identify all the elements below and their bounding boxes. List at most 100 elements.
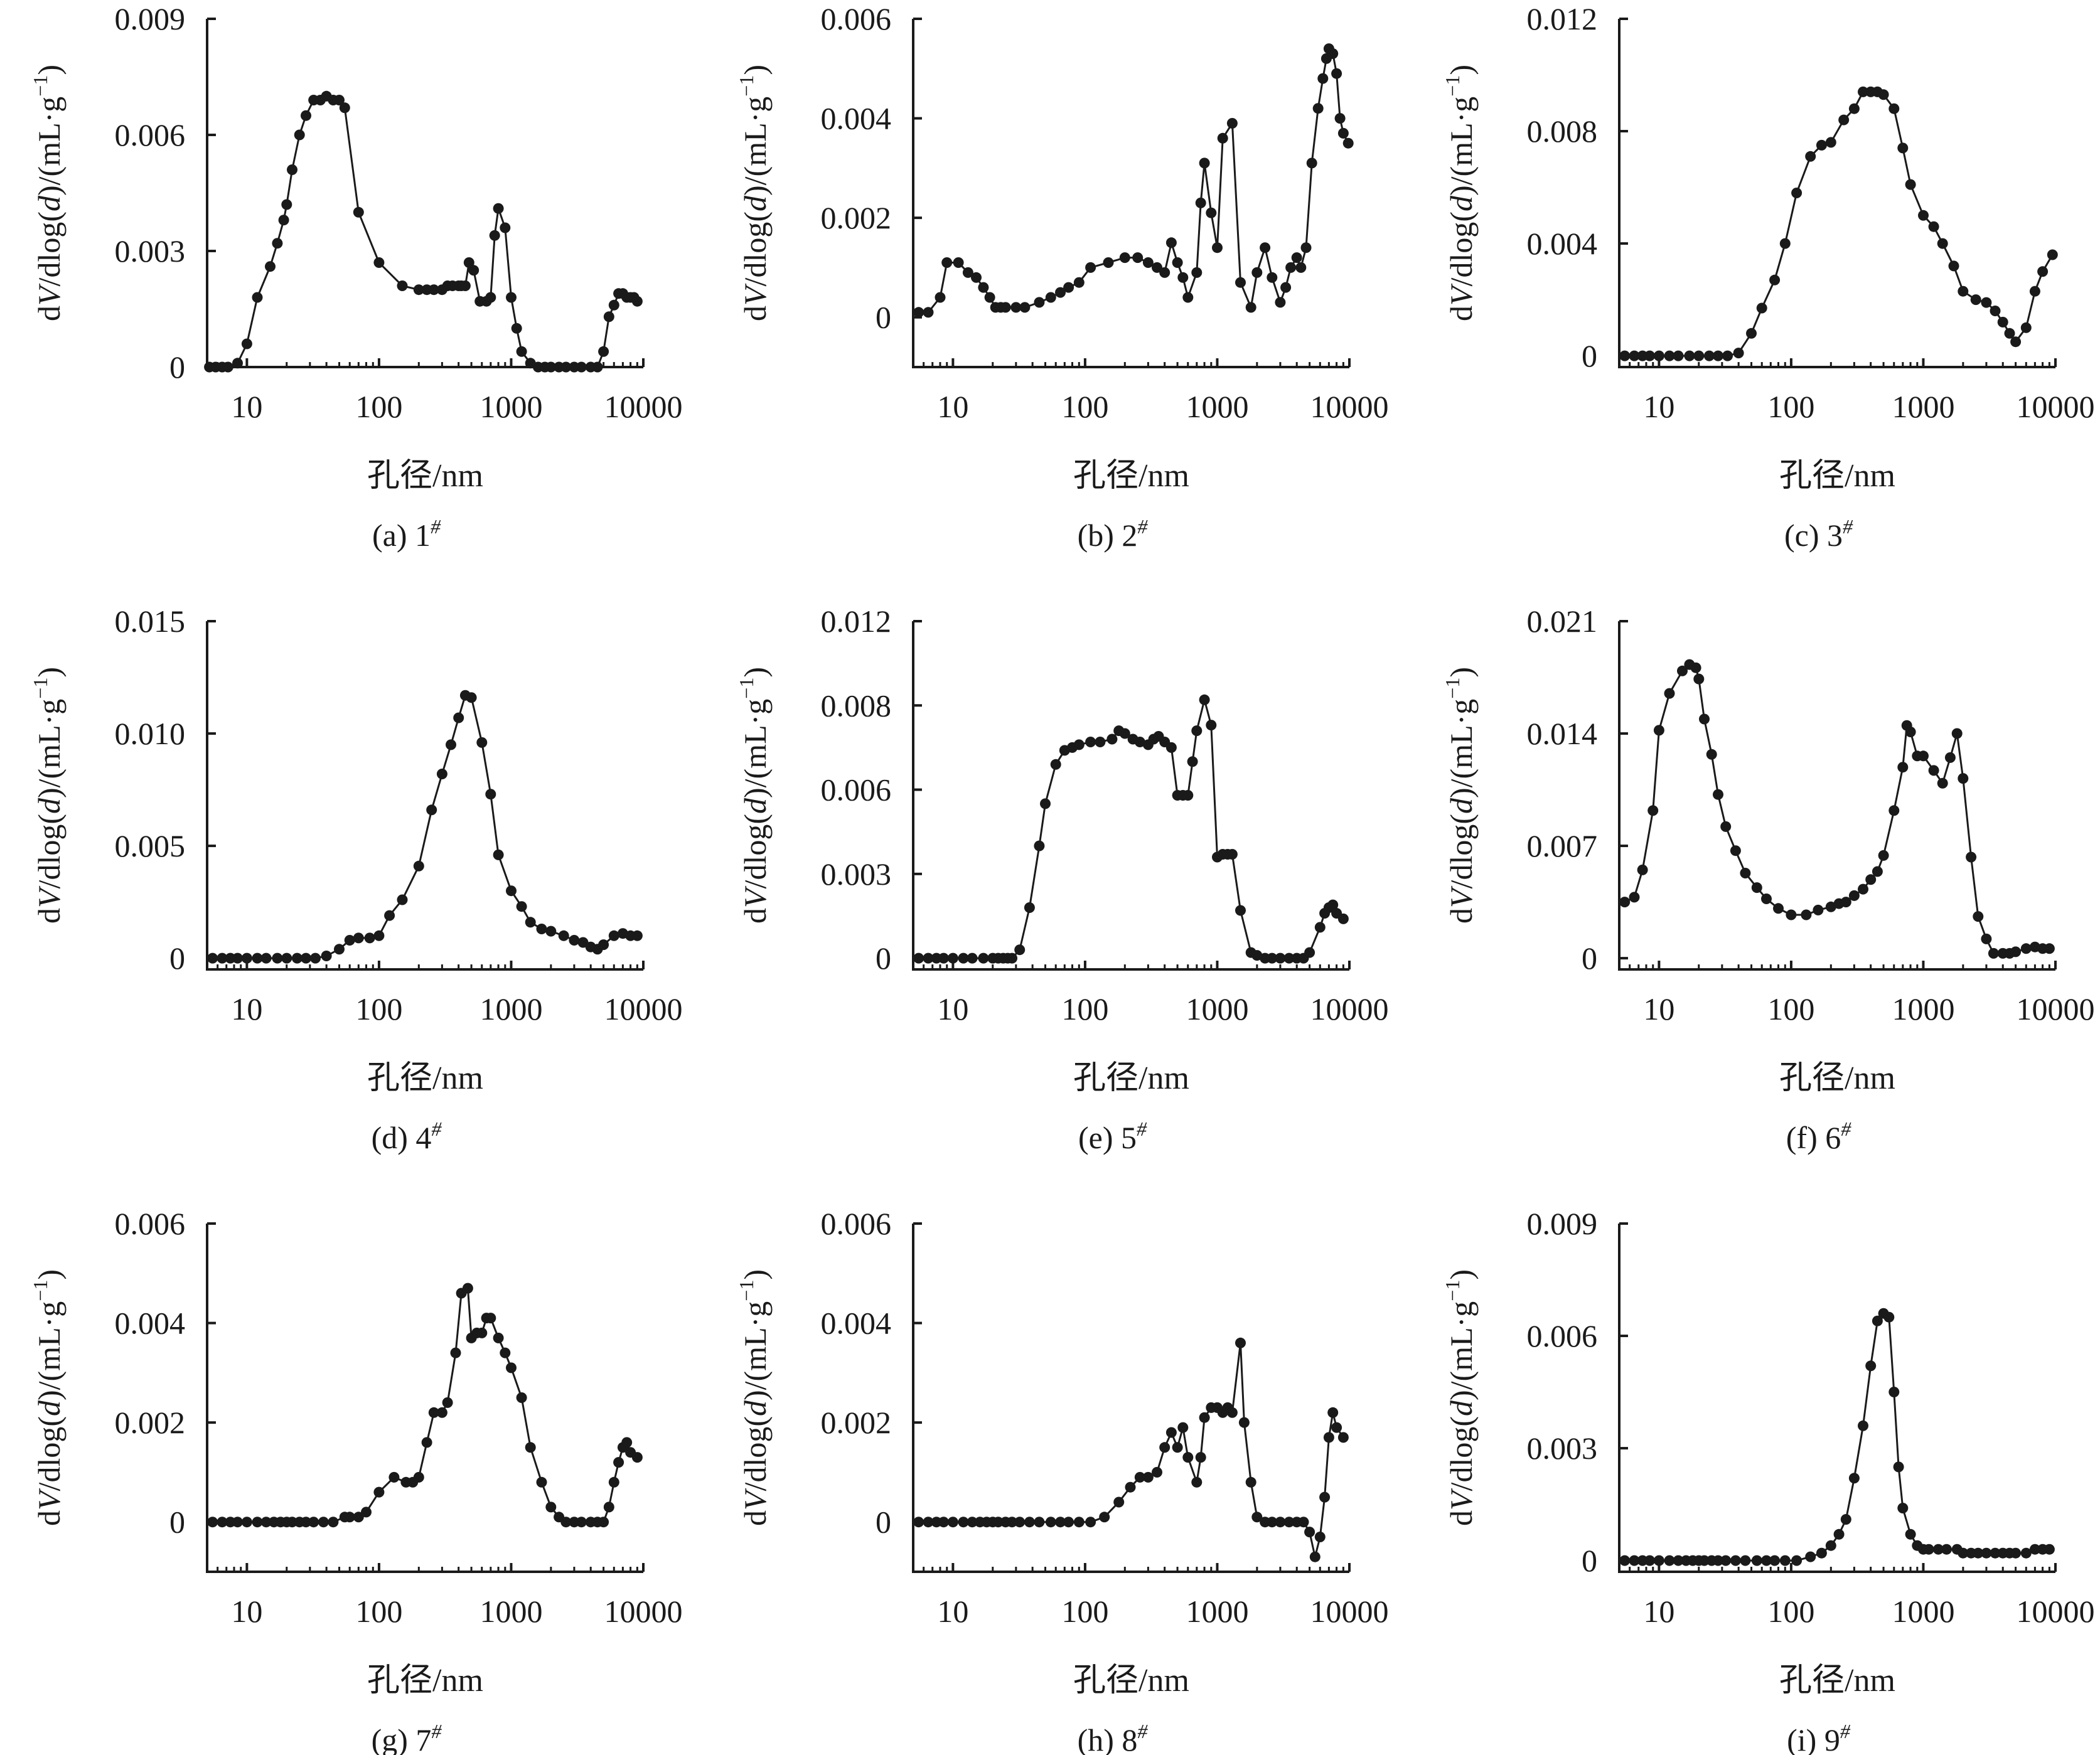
data-point bbox=[1134, 1471, 1145, 1483]
data-point bbox=[1327, 48, 1339, 59]
data-point bbox=[1260, 242, 1271, 253]
x-tick-label: 1000 bbox=[1186, 991, 1248, 1027]
data-point bbox=[1825, 137, 1836, 148]
chart-panel-6: 10 100 1000 10000 0 0.007 0.014 0.021 dV/dlog(d)… bbox=[1441, 604, 2095, 1155]
data-point bbox=[1235, 277, 1246, 288]
data-point bbox=[232, 358, 243, 369]
data-point bbox=[923, 1517, 934, 1528]
data-point bbox=[1746, 328, 1757, 339]
data-point bbox=[252, 1517, 263, 1528]
x-tick-label: 100 bbox=[355, 389, 402, 424]
data-point bbox=[1644, 350, 1655, 361]
x-tick-label: 10000 bbox=[604, 991, 683, 1027]
data-point bbox=[1897, 762, 1909, 773]
data-point bbox=[388, 1471, 400, 1483]
data-point bbox=[967, 952, 978, 964]
data-point bbox=[1619, 897, 1631, 908]
data-point bbox=[1805, 151, 1816, 162]
data-point bbox=[536, 1476, 547, 1488]
data-point bbox=[1720, 821, 1732, 832]
data-point bbox=[603, 1502, 614, 1513]
data-point bbox=[1858, 86, 1868, 97]
data-point bbox=[1034, 840, 1045, 851]
data-point bbox=[281, 952, 292, 964]
y-axis-title: dV/dlog(d)/(mL·g−1) bbox=[29, 1269, 67, 1526]
data-point bbox=[1251, 267, 1263, 278]
panel-caption: (b) 2# bbox=[1078, 515, 1149, 553]
data-point bbox=[941, 257, 953, 268]
y-axis-title: dV/dlog(d)/(mL·g−1) bbox=[1441, 667, 1479, 924]
data-point bbox=[1948, 260, 1959, 272]
data-point bbox=[1801, 909, 1812, 920]
data-point bbox=[1235, 1337, 1246, 1348]
data-point bbox=[1699, 1555, 1710, 1566]
data-point bbox=[334, 944, 345, 955]
x-tick-label: 10 bbox=[231, 389, 262, 424]
data-point bbox=[1703, 350, 1715, 361]
data-point bbox=[1291, 252, 1302, 264]
panel-caption: (c) 3# bbox=[1784, 515, 1853, 553]
data-point bbox=[2020, 322, 2032, 333]
x-axis-title: 孔径/nm bbox=[1073, 1663, 1189, 1699]
data-point bbox=[1085, 737, 1096, 747]
data-point bbox=[1106, 733, 1118, 745]
data-point bbox=[1165, 237, 1177, 248]
data-point bbox=[913, 1517, 924, 1528]
data-point bbox=[1951, 728, 1963, 739]
data-point bbox=[1182, 292, 1194, 303]
data-point bbox=[500, 222, 511, 233]
data-point bbox=[489, 230, 500, 241]
data-point bbox=[1918, 210, 1929, 221]
data-point bbox=[1182, 790, 1194, 801]
data-point bbox=[1805, 1551, 1816, 1562]
data-point bbox=[1073, 277, 1085, 288]
x-tick-label: 100 bbox=[1767, 1594, 1814, 1629]
data-point bbox=[1152, 1466, 1162, 1478]
data-point bbox=[1212, 242, 1223, 253]
data-point bbox=[1958, 773, 1969, 784]
data-point bbox=[1040, 798, 1051, 809]
data-point bbox=[1720, 1555, 1732, 1566]
panel-caption: (e) 5# bbox=[1078, 1118, 1147, 1155]
data-point bbox=[207, 1517, 218, 1528]
data-point bbox=[252, 292, 263, 303]
data-point bbox=[252, 952, 263, 964]
data-point bbox=[2029, 285, 2040, 297]
data-point bbox=[436, 1407, 447, 1418]
x-axis-title: 孔径/nm bbox=[367, 458, 483, 494]
data-point bbox=[301, 952, 311, 964]
data-point bbox=[2047, 249, 2058, 260]
data-point bbox=[516, 901, 527, 912]
chart-panel-7: 10 100 1000 10000 0 0.002 0.004 0.006 dV/dlog(d)… bbox=[29, 1206, 683, 1755]
y-tick-label: 0.006 bbox=[1527, 1318, 1598, 1353]
data-point bbox=[935, 292, 946, 303]
data-point bbox=[1182, 1452, 1194, 1463]
data-point bbox=[1786, 909, 1797, 920]
data-point bbox=[1014, 944, 1026, 956]
data-point bbox=[1314, 1532, 1326, 1542]
data-point bbox=[1206, 720, 1217, 731]
data-point bbox=[938, 952, 949, 964]
y-tick-label: 0.008 bbox=[821, 688, 892, 723]
data-point bbox=[613, 1457, 624, 1468]
data-point bbox=[500, 1347, 511, 1358]
data-point bbox=[344, 935, 355, 946]
y-tick-label: 0.012 bbox=[1527, 1, 1598, 36]
x-tick-label: 100 bbox=[1061, 389, 1108, 424]
y-tick-label: 0.005 bbox=[115, 828, 186, 863]
data-point bbox=[1878, 850, 1889, 861]
data-point bbox=[291, 952, 303, 964]
data-point bbox=[1893, 1461, 1904, 1473]
data-point bbox=[1684, 350, 1695, 361]
data-point bbox=[1327, 1407, 1339, 1418]
data-point bbox=[1761, 1555, 1772, 1566]
data-point bbox=[260, 1517, 272, 1528]
data-point bbox=[1905, 179, 1916, 190]
data-point bbox=[463, 257, 474, 268]
data-point bbox=[967, 1517, 978, 1528]
data-point bbox=[373, 257, 385, 268]
data-point bbox=[1134, 737, 1145, 747]
data-point bbox=[1283, 952, 1295, 964]
data-point bbox=[353, 932, 364, 944]
data-point bbox=[321, 951, 332, 961]
